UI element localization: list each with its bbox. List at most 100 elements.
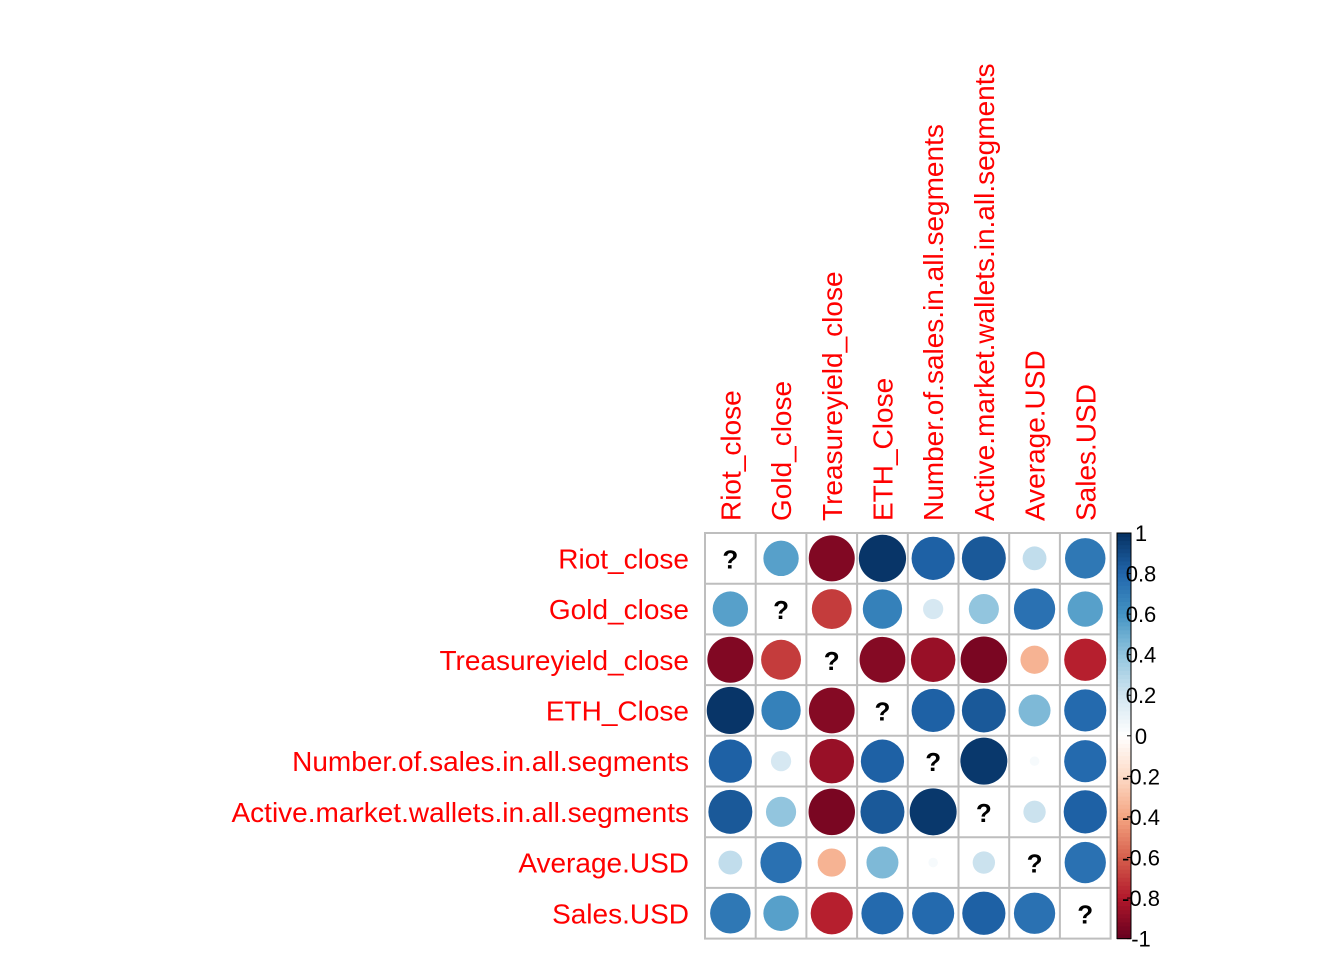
colorbar-segment (1117, 881, 1131, 887)
correlation-circle (1063, 790, 1107, 834)
colorbar-segment (1117, 885, 1131, 891)
correlation-circle (708, 789, 753, 834)
colorbar-segment (1117, 727, 1131, 733)
colorbar-segment (1117, 889, 1131, 895)
colorbar-segment (1117, 788, 1131, 794)
colorbar-segment (1117, 581, 1131, 587)
colorbar-segment (1117, 739, 1131, 745)
correlation-circle (763, 540, 799, 577)
colorbar-segment (1117, 837, 1131, 842)
correlation-circle (712, 591, 749, 627)
colorbar-segment (1117, 654, 1131, 660)
row-labels: Riot_close Gold_close Treasureyield_close E… (231, 543, 689, 929)
colorbar-segment (1117, 760, 1131, 765)
colorbar-segment (1117, 695, 1131, 700)
colorbar-segment (1117, 796, 1131, 802)
colorbar-segment (1117, 593, 1131, 599)
colorbar-segment (1117, 703, 1131, 709)
colorbar-segment (1117, 699, 1131, 704)
correlation-circle (911, 688, 955, 733)
correlation-circle (760, 841, 802, 884)
colorbar-segment (1117, 687, 1131, 692)
row-label: Average.USD (518, 848, 689, 879)
correlation-circle (1064, 841, 1106, 884)
missing-value-marker: ? (1077, 899, 1093, 929)
colorbar-segment (1117, 792, 1131, 798)
correlation-circle (960, 636, 1008, 683)
colorbar-segment (1117, 642, 1131, 648)
correlation-circle (761, 690, 801, 731)
colorbar-segment (1117, 711, 1131, 717)
row-label: Number.of.sales.in.all.segments (292, 746, 689, 777)
colorbar-segment (1117, 638, 1131, 644)
correlation-circle (1064, 689, 1107, 732)
colorbar-segment (1117, 764, 1131, 769)
colorbar-segment (1117, 776, 1131, 782)
colorbar-tick-label: -1 (1131, 927, 1151, 952)
colorbar-segment (1117, 601, 1131, 607)
colorbar-segment (1117, 926, 1131, 932)
correlation-circle (1013, 588, 1056, 630)
colorbar-segment (1117, 914, 1131, 919)
colorbar-segment (1117, 768, 1131, 773)
colorbar-segment (1117, 614, 1131, 619)
correlation-circle (808, 687, 855, 734)
column-label: Riot_close (715, 390, 746, 521)
correlation-circle (960, 737, 1008, 785)
colorbar-segment (1117, 808, 1131, 814)
colorbar-segment (1117, 589, 1131, 595)
correlation-circle (809, 738, 854, 784)
colorbar-segment (1117, 549, 1131, 554)
colorbar-segment (1117, 670, 1131, 676)
colorbar-segment (1117, 877, 1131, 883)
colorbar-segment (1117, 541, 1131, 546)
colorbar-segment (1117, 573, 1131, 579)
correlation-circle (763, 895, 799, 931)
correlation-circle (1029, 756, 1040, 766)
colorbar-segment (1117, 646, 1131, 652)
colorbar-segment (1117, 829, 1131, 834)
colorbar-segment (1117, 743, 1131, 749)
correlation-circle (765, 796, 797, 827)
correlation-circle (817, 848, 846, 877)
colorbar-segment (1117, 869, 1131, 875)
colorbar-segment (1117, 857, 1131, 863)
colorbar-tick-label: 0.2 (1126, 683, 1157, 708)
correlation-circle (710, 893, 751, 934)
correlation-circle (1018, 694, 1051, 727)
correlation-circle (1064, 740, 1107, 783)
row-label: Gold_close (549, 594, 689, 625)
correlation-circle (923, 598, 944, 620)
column-label: Number.of.sales.in.all.segments (918, 124, 949, 521)
correlation-circle (860, 789, 905, 834)
colorbar-segment (1117, 865, 1131, 871)
missing-value-marker: ? (875, 696, 891, 726)
colorbar-segment (1117, 691, 1131, 696)
correlation-circles: ???????? (706, 534, 1107, 935)
matrix-background (704, 532, 1112, 940)
colorbar-segment (1117, 565, 1131, 571)
missing-value-marker: ? (773, 595, 789, 625)
missing-value-marker: ? (722, 544, 738, 574)
colorbar-segment (1117, 618, 1131, 623)
correlation-circle (862, 589, 903, 629)
colorbar-tick-label: 0 (1135, 724, 1147, 749)
colorbar-segment (1117, 634, 1131, 640)
colorbar-tick-label: -0.6 (1122, 845, 1160, 870)
colorbar-segment (1117, 812, 1131, 818)
correlation-circle (909, 788, 957, 836)
colorbar-segment (1117, 784, 1131, 790)
colorbar-tick-label: -0.8 (1122, 886, 1160, 911)
correlation-circle (911, 536, 955, 580)
column-label: Sales.USD (1070, 384, 1101, 521)
colorbar-segment (1117, 934, 1131, 940)
colorbar-segment (1117, 626, 1131, 631)
colorbar-segment (1117, 918, 1131, 923)
colorbar-segment (1117, 557, 1131, 562)
colorbar-segment (1117, 910, 1131, 915)
colorbar-segment (1117, 735, 1131, 741)
missing-value-marker: ? (824, 646, 840, 676)
correlation-circle (718, 850, 743, 875)
missing-value-marker: ? (1027, 849, 1043, 879)
